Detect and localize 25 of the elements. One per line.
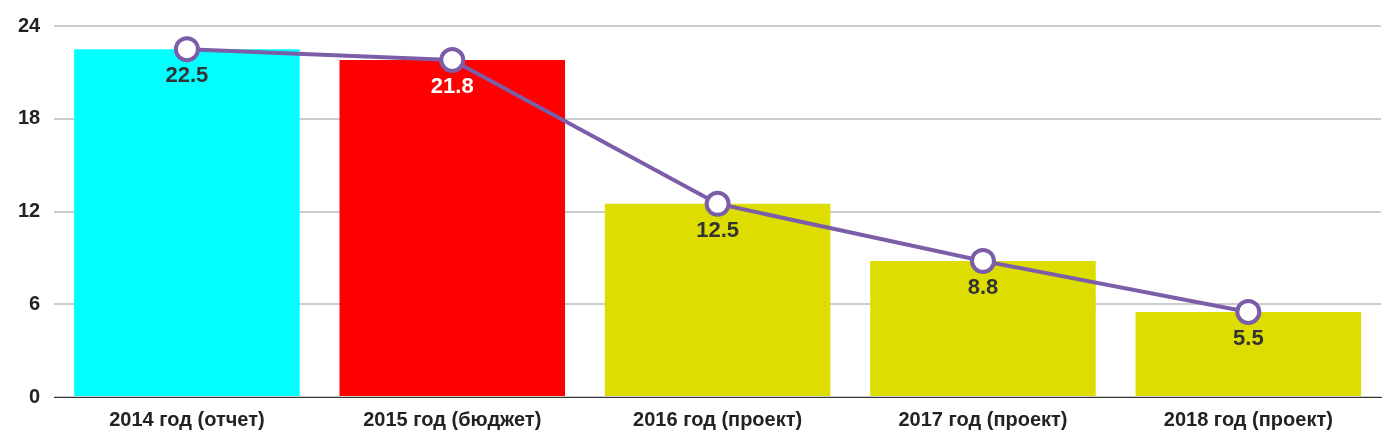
x-tick-label: 2014 год (отчет) xyxy=(109,407,265,430)
y-tick-label: 12 xyxy=(18,199,41,222)
y-tick-label: 0 xyxy=(29,384,41,407)
bar xyxy=(74,49,300,396)
point xyxy=(704,190,731,217)
x-tick-label: 2015 год (бюджет) xyxy=(363,407,542,430)
y-tick-label: 24 xyxy=(18,13,42,36)
y-tick-label: 18 xyxy=(18,106,41,129)
x-tick-label: 2016 год (проект) xyxy=(633,407,803,430)
x-tick-label: 2018 год (проект) xyxy=(1163,407,1333,430)
data-label: 21.8 xyxy=(430,73,474,99)
bar xyxy=(604,203,831,396)
point xyxy=(439,47,466,74)
point xyxy=(969,247,996,274)
x-tick-label: 2017 год (проект) xyxy=(898,407,1068,430)
data-label: 12.5 xyxy=(696,216,740,242)
data-label: 5.5 xyxy=(1233,325,1264,351)
y-tick-label: 6 xyxy=(29,291,41,314)
point xyxy=(1235,298,1262,325)
bar xyxy=(870,260,1096,396)
point xyxy=(173,36,200,63)
bar xyxy=(339,60,566,396)
data-label: 22.5 xyxy=(165,62,209,88)
data-label: 8.8 xyxy=(967,274,999,300)
bar xyxy=(1135,311,1362,396)
